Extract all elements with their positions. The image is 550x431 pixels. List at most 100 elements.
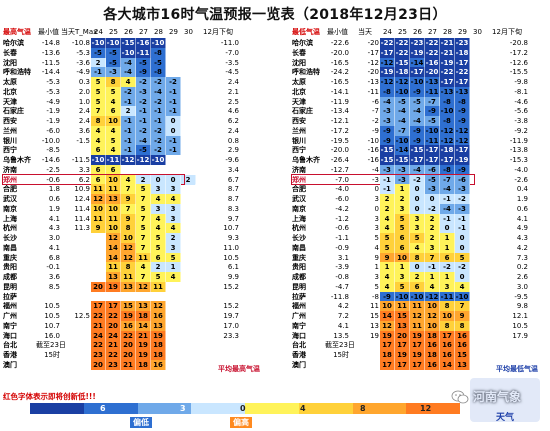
min-cell-0: 长沙 xyxy=(292,234,306,242)
max-cell-10: 2.1 xyxy=(227,87,239,96)
min-cell-1: -14.1 xyxy=(330,87,349,96)
min-cell-3: -9 xyxy=(380,135,395,146)
max-cell-8: -1 xyxy=(166,106,181,117)
max-cell-6: 7 xyxy=(136,194,151,204)
min-cell-6: -12 xyxy=(425,291,440,302)
max-cell-7 xyxy=(151,164,166,175)
min-cell-9 xyxy=(470,223,485,234)
max-cell-2 xyxy=(61,321,91,331)
max-cell-4: 10 xyxy=(106,203,121,214)
min-cell-5: 17 xyxy=(410,340,425,351)
min-cell-0: 沈阳 xyxy=(292,58,306,67)
min-cell-1: -12.7 xyxy=(330,165,349,174)
max-cell-9 xyxy=(181,223,196,234)
max-cell-5: 2 xyxy=(121,106,136,117)
max-cell-5: 20 xyxy=(121,340,136,351)
max-cell-1: 4.1 xyxy=(48,243,60,252)
min-cell-8: -10 xyxy=(455,291,470,302)
min-cell-6: -17 xyxy=(425,145,440,156)
max-cell-3: 12 xyxy=(91,194,106,204)
max-cell-1: 截至23日 xyxy=(36,341,66,350)
min-cell-6: 2 xyxy=(425,233,440,243)
max-cell-6: 4 xyxy=(136,262,151,273)
min-cell-3: -15 xyxy=(380,145,395,156)
max-cell-2: 1.0 xyxy=(78,97,90,106)
max-cell-7: -2 xyxy=(151,135,166,146)
min-cell-3: 2 xyxy=(380,203,395,214)
min-cell-10: -9.2 xyxy=(514,126,528,135)
min-cell-6: -1 xyxy=(425,262,440,273)
max-cell-0: 杭州 xyxy=(3,224,17,233)
min-cell-7: 16 xyxy=(440,350,455,360)
max-cell-8 xyxy=(166,155,181,165)
max-cell-6: -5 xyxy=(136,57,151,68)
max-cell-1: -0.1 xyxy=(46,263,60,272)
max-cell-7: -1 xyxy=(151,106,166,117)
min-cell-6: -20 xyxy=(425,67,440,78)
min-cell-6: 12 xyxy=(425,311,440,321)
max-cell-6: 7 xyxy=(136,272,151,282)
max-cell-6: 7 xyxy=(136,242,151,253)
min-header-5: 26 xyxy=(413,28,422,36)
max-cell-8: 4 xyxy=(166,272,181,282)
max-cell-10: 6.1 xyxy=(227,263,239,272)
min-cell-3: 14 xyxy=(380,311,395,321)
weather-icon-label: 天气 xyxy=(496,411,514,423)
max-cell-1: -0.6 xyxy=(46,175,60,184)
min-cell-10: 1.9 xyxy=(516,195,528,203)
min-cell-7: 8 xyxy=(440,320,455,331)
min-cell-3: -3 xyxy=(380,164,395,175)
max-cell-5: -1 xyxy=(121,145,136,156)
min-cell-6: -22 xyxy=(425,47,440,58)
min-cell-10: -3.8 xyxy=(514,117,528,125)
min-cell-8: -6 xyxy=(455,174,470,185)
min-cell-5: -15 xyxy=(410,145,425,156)
min-header-3: 24 xyxy=(383,28,392,36)
min-cell-6: 0 xyxy=(425,194,440,204)
min-cell-3: -4 xyxy=(380,96,395,107)
max-cell-2 xyxy=(61,360,91,370)
max-cell-1: -5.3 xyxy=(46,87,60,96)
min-cell-0: 哈尔滨 xyxy=(292,39,313,47)
max-cell-10: 2.5 xyxy=(227,97,239,106)
max-cell-2 xyxy=(61,301,91,311)
max-cell-9 xyxy=(181,57,196,68)
min-cell-9 xyxy=(470,47,485,58)
max-cell-10: 23.3 xyxy=(223,331,239,340)
max-cell-0: 南昌 xyxy=(3,243,17,252)
min-cell-7: 17 xyxy=(440,330,455,341)
max-cell-9 xyxy=(181,203,196,214)
min-cell-9 xyxy=(470,301,485,312)
min-cell-1: -4.7 xyxy=(335,282,349,291)
min-cell-4: 10 xyxy=(395,252,410,263)
min-cell-0: 香港 xyxy=(292,351,306,359)
max-cell-3: 22 xyxy=(91,311,106,321)
max-cell-1: -6.0 xyxy=(46,126,60,135)
max-cell-6: 14 xyxy=(136,320,151,331)
max-cell-2 xyxy=(61,292,91,302)
max-cell-1: 10.5 xyxy=(44,312,60,320)
min-cell-4: -22 xyxy=(395,38,410,48)
max-cell-8: 3 xyxy=(166,203,181,214)
max-cell-7: -10 xyxy=(151,155,166,165)
min-cell-2 xyxy=(350,360,380,370)
max-cell-10: 6.2 xyxy=(227,117,239,125)
min-header-10: 12月下旬 xyxy=(492,28,522,36)
min-cell-6: -7 xyxy=(425,96,440,107)
min-cell-10: 3.0 xyxy=(516,282,528,291)
min-cell-0: 上海 xyxy=(292,214,306,223)
min-cell-5: -17 xyxy=(410,67,425,78)
max-header-10: 12月下旬 xyxy=(203,28,233,36)
max-cell-0: 上海 xyxy=(3,214,17,223)
max-cell-6: 7 xyxy=(136,233,151,243)
max-cell-0: 太原 xyxy=(3,78,17,86)
max-cell-0: 昆明 xyxy=(3,282,17,291)
min-cell-7: 1 xyxy=(440,242,455,253)
max-header-8: 29 xyxy=(169,28,178,36)
max-cell-3 xyxy=(91,272,106,282)
min-cell-10: -20.8 xyxy=(509,39,528,47)
min-cell-6: -11 xyxy=(425,135,440,146)
max-cell-1: 4.3 xyxy=(48,224,60,233)
min-cell-5: 17 xyxy=(410,359,425,370)
min-cell-4: 1 xyxy=(395,262,410,273)
